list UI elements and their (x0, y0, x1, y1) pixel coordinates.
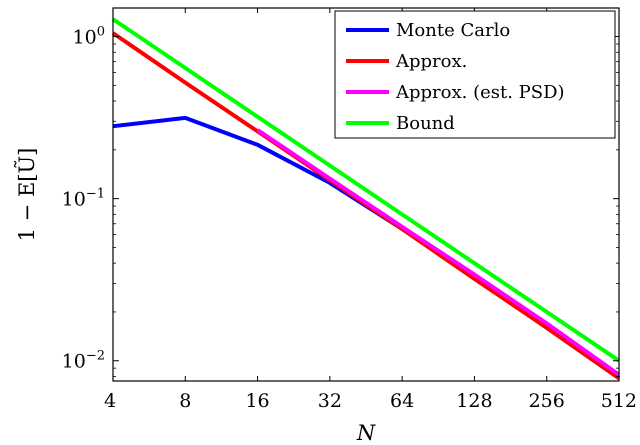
legend-label-approx-est-psd: Approx. (est. PSD) (395, 82, 565, 103)
tick-labels-layer: 4 8 16 32 64 128 256 512 10−2 10−1 100 (62, 25, 637, 412)
y-tick-label: 10−1 (62, 187, 105, 211)
series-line-monte-carlo (112, 115, 621, 380)
legend: Monte Carlo Approx. Approx. (est. PSD) Boun… (334, 10, 616, 139)
legend-label-bound: Bound (396, 113, 455, 134)
x-tick-label: 256 (529, 390, 565, 412)
x-tick-label: 128 (456, 390, 492, 412)
plot-frame (112, 7, 620, 382)
legend-label-approx: Approx. (395, 51, 467, 72)
series-line-approx-est-psd (256, 128, 621, 377)
series-line-bound (111, 17, 621, 363)
x-axis-label: N (356, 421, 376, 445)
y-tick-label: 100 (73, 25, 105, 49)
x-tick-label: 16 (245, 390, 269, 412)
legend-label-monte-carlo: Monte Carlo (396, 20, 510, 41)
x-tick-label: 64 (390, 390, 414, 412)
x-tick-label: 512 (601, 390, 637, 412)
x-tick-label: 32 (318, 390, 342, 412)
series-layer (111, 17, 621, 380)
legend-box (334, 10, 616, 139)
ticks-layer (112, 8, 620, 381)
x-tick-label: 4 (104, 390, 116, 412)
x-tick-label: 8 (179, 390, 191, 412)
y-tick-label: 10−2 (62, 349, 105, 373)
y-axis-label: 1 − E[Ũ] (15, 148, 39, 242)
